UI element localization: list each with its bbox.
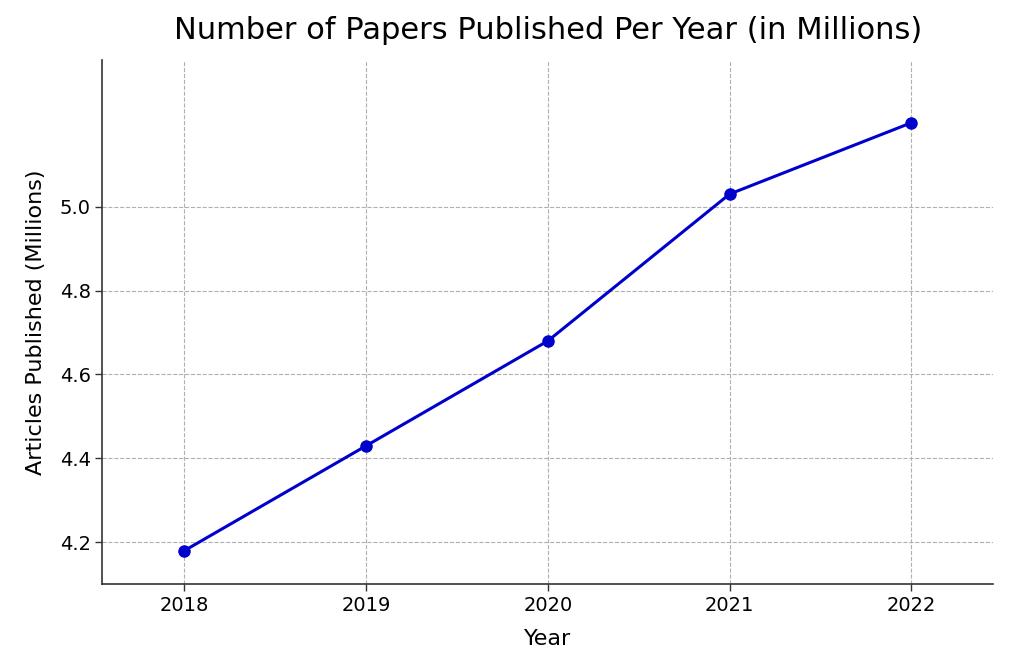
- Title: Number of Papers Published Per Year (in Millions): Number of Papers Published Per Year (in …: [174, 16, 922, 45]
- X-axis label: Year: Year: [524, 629, 571, 649]
- Y-axis label: Articles Published (Millions): Articles Published (Millions): [26, 169, 46, 475]
